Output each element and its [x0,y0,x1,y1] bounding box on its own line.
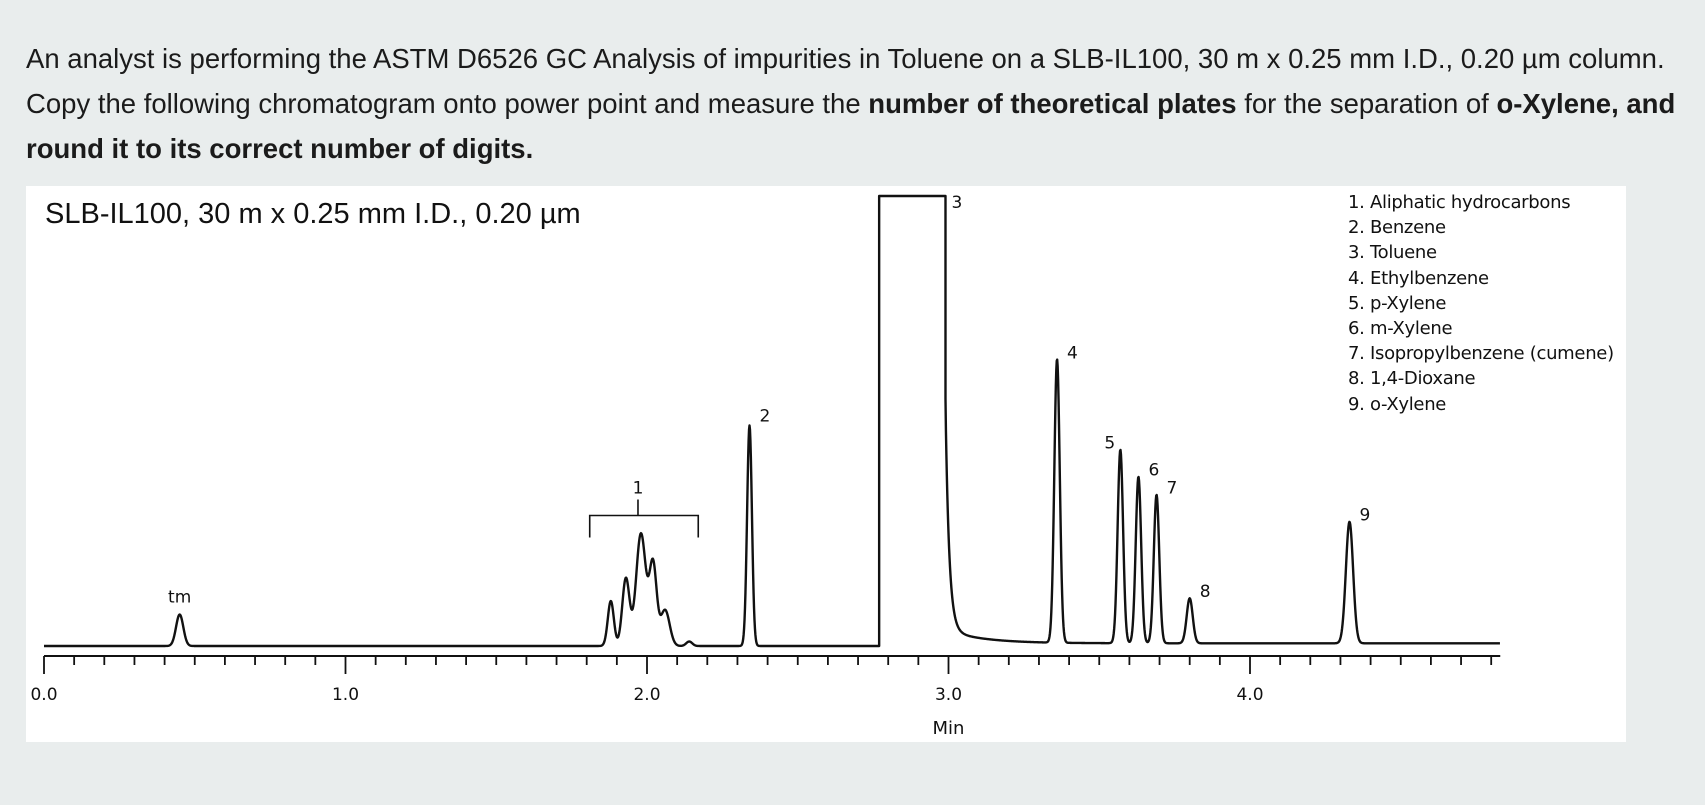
legend-item: 5. p-Xylene [1348,292,1447,314]
x-tick-label: 0.0 [30,685,57,705]
legend-item: 7. Isopropylbenzene (cumene) [1348,343,1614,365]
peak-label: 4 [1067,344,1078,364]
question-part-1: An analyst is performing the ASTM D6526 … [26,43,1665,119]
question-text: An analyst is performing the ASTM D6526 … [26,36,1686,171]
legend-item: 1. Aliphatic hydrocarbons [1348,192,1571,213]
peak-label: 6 [1148,461,1159,481]
x-tick-label: 4.0 [1236,685,1263,705]
legend-item: 3. Toluene [1348,242,1437,264]
peak-legend: 1. Aliphatic hydrocarbons 2. Benzene 3. To… [1348,190,1614,417]
peak-label: 1 [633,479,644,499]
peak-label: 8 [1200,582,1211,602]
question-bold-plates: number of theoretical plates [868,88,1237,119]
x-tick-label: 2.0 [633,685,660,705]
peak-group-bracket [588,499,700,538]
peak-label: 3 [951,193,962,213]
chart-title: SLB-IL100, 30 m x 0.25 mm I.D., 0.20 µm [45,198,581,230]
chromatogram-trace [43,194,1501,648]
peak-label: tm [168,588,191,608]
peak-label: 2 [760,407,771,427]
legend-item: 2. Benzene [1348,217,1446,239]
chromatogram-plot: 0.0 1.0 2.0 3.0 4.0 Min tm 2 4 5 67 8 9 3 1 [30,193,1501,739]
question-part-2: for the separation of [1236,88,1497,119]
peak-label: 7 [1167,479,1178,499]
question-bold-oxylene: o-Xylene, and round it to its correct nu… [26,88,1676,164]
legend-item: 9. o-Xylene [1348,393,1447,415]
chromatogram-figure: 0.0 1.0 2.0 3.0 4.0 Min tm 2 4 5 6 7 8 9 3 1 SLB-IL100,… [26,186,1626,742]
peak-label: 5 [1104,434,1115,454]
legend-item: 8. 1,4-Dioxane [1348,368,1476,390]
legend-item: 4. Ethylbenzene [1348,267,1489,289]
legend-item: 6. m-Xylene [1348,318,1453,340]
x-axis-label: Min [933,718,965,739]
peak-label: 9 [1359,506,1370,526]
x-tick-label: 1.0 [332,685,359,705]
x-tick-label: 3.0 [935,685,962,705]
